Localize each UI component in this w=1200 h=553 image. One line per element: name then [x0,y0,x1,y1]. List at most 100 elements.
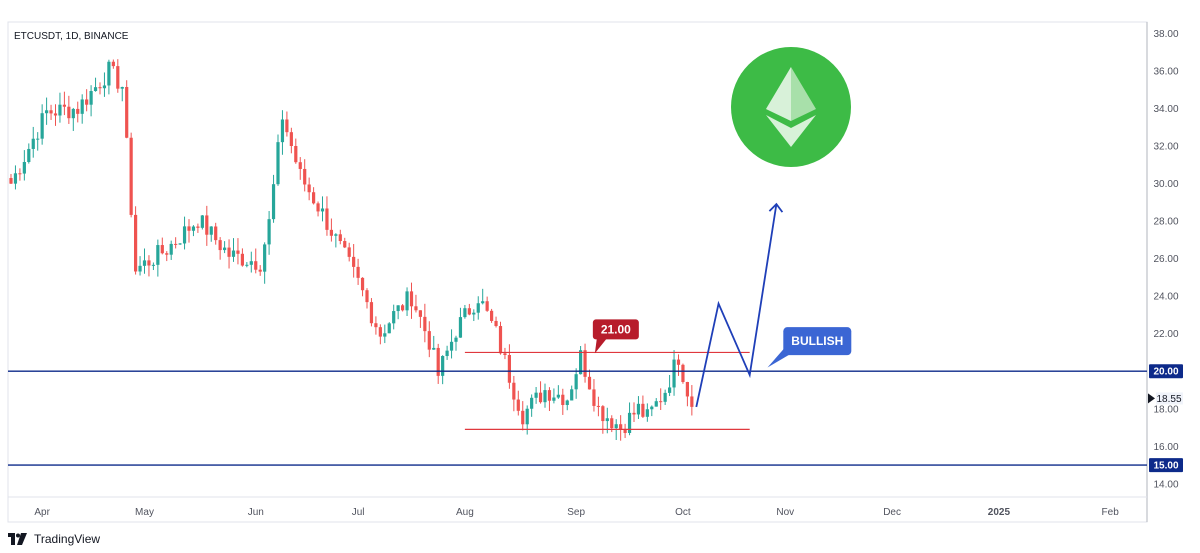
candle-body [13,173,18,184]
annotations: 21.00 BULLISH [592,319,852,368]
last-price-marker [1148,393,1155,404]
candle-body [285,119,289,133]
candle-body [552,397,556,401]
candle-body [369,302,374,324]
candle-body [276,142,280,185]
candle-body [120,86,124,89]
level-price-tag [1149,458,1183,473]
candle-body [111,61,115,67]
candle-body [681,364,685,383]
candle-body [596,405,600,407]
candle-body [401,305,405,311]
bullish-callout-label: BULLISH [791,334,843,348]
horizontal-levels: 20.00 15.00 [8,351,1183,473]
candle-body [134,214,138,272]
y-tick-label: 16.00 [1153,442,1178,453]
candle-body [18,173,22,175]
candle-body [9,178,13,184]
candle-body [67,106,71,119]
candle-body [182,226,187,244]
candle-body [650,406,654,410]
candle-body [356,266,360,278]
candle-body [85,99,89,105]
footer: TradingView [8,531,100,547]
candle-body [280,119,285,143]
candle-body [414,306,418,311]
candle-body [365,290,369,303]
candle-body [663,392,667,402]
level-price-tag [1149,364,1183,379]
candle-body [467,308,471,315]
y-tick-label: 32.00 [1153,141,1178,152]
x-tick-label: Sep [567,507,585,518]
candle-body [160,245,164,254]
y-tick-label: 34.00 [1153,104,1178,115]
candle-body [271,184,276,220]
last-price-label: 18.55 [1156,394,1181,405]
candle-body [592,389,596,406]
candle-body [561,394,565,405]
y-tick-label: 28.00 [1153,217,1178,228]
candle-body [494,320,498,327]
y-tick-label: 22.00 [1153,329,1178,340]
chart-title: ETCUSDT, 1D, BINANCE [14,31,129,42]
candle-body [507,354,511,383]
candle-body [53,113,58,116]
candle-body [490,310,494,321]
candle-body [107,61,111,86]
coin-diamond-shine [766,67,791,121]
price-chart: 20.00 15.00 14.00 16.00 18.00 22.00 24.00 26.0… [7,21,1183,523]
bullish-callout-pointer [767,347,796,368]
candle-body [80,99,84,114]
x-tick-label: Apr [34,507,50,518]
coin-diamond-bottom [766,115,816,147]
candle-body [156,245,160,265]
candle-body [574,374,578,390]
candle-body [214,226,218,241]
candle-body [396,305,400,312]
candles [9,59,694,441]
candle-body [378,327,382,337]
candle-body [325,208,329,230]
candle-body [436,347,440,376]
price-callout-pointer [594,338,607,354]
candle-body [102,85,107,89]
candle-body [76,108,80,114]
candle-body [619,424,623,430]
candle-body [320,208,325,212]
candle-body [601,406,605,422]
x-tick-label: May [135,507,154,518]
y-tick-label: 30.00 [1153,179,1178,190]
last-price-tag [1156,392,1183,405]
candle-body [538,392,543,403]
level-price-label: 20.00 [1153,367,1178,378]
candle-body [614,424,618,429]
candle-body [387,323,391,334]
candle-body [178,243,182,245]
x-tick-label: Oct [675,507,691,518]
candle-body [641,403,645,417]
candle-body [610,418,614,429]
candle-body [116,66,120,89]
bullish-callout-box [783,327,852,356]
candle-body [432,347,436,350]
candle-body [427,331,431,350]
candle-body [303,168,307,185]
x-tick-label: Feb [1102,507,1120,518]
candle-body [343,241,347,248]
candle-body [525,408,529,425]
candle-body [476,303,480,313]
candle-body [423,316,427,332]
candle-body [556,394,560,398]
candle-body [530,397,534,409]
candle-body [129,137,133,215]
candle-body [298,162,302,169]
candle-body [481,301,485,304]
y-tick-label: 36.00 [1153,66,1178,77]
candle-body [316,203,320,212]
candle-body [227,247,231,257]
candle-body [98,87,102,89]
candle-body [636,403,641,415]
candle-body [454,337,458,342]
candle-body [672,359,676,388]
